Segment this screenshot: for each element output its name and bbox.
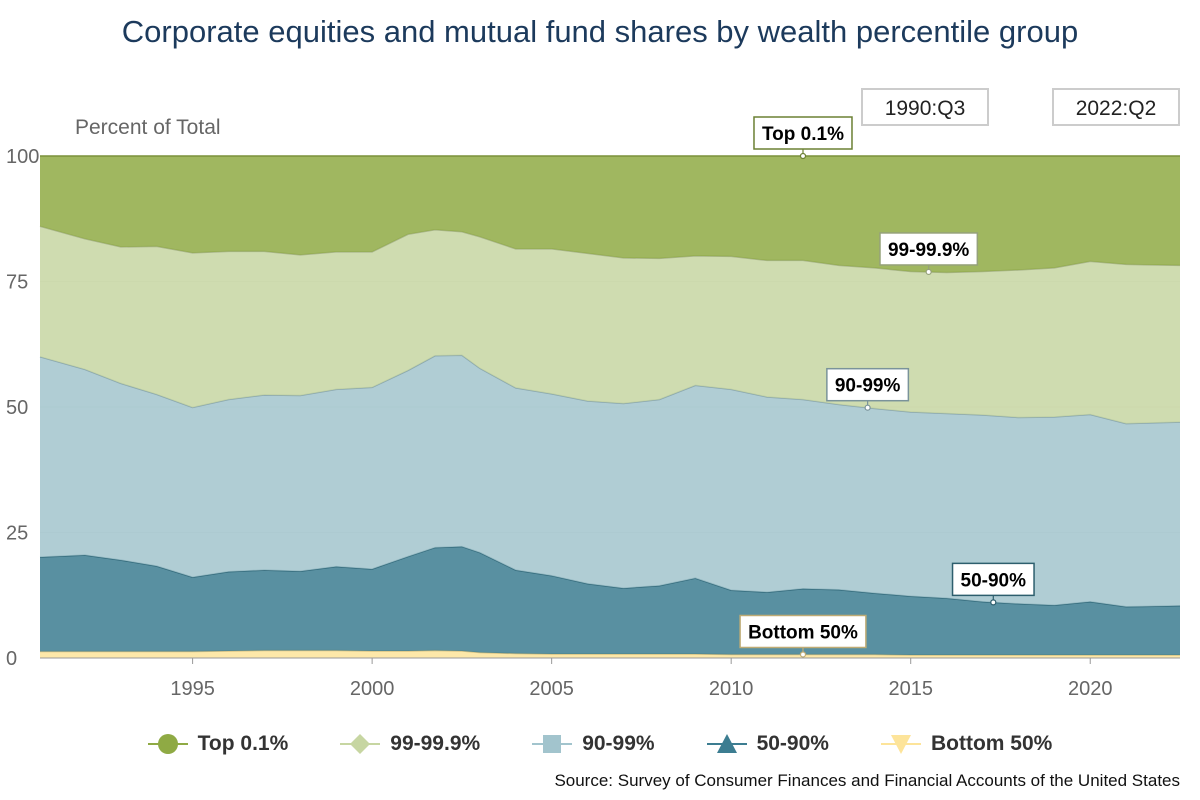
annotation-box xyxy=(753,116,853,150)
legend-item-50-90[interactable]: 50-90% xyxy=(706,732,829,756)
annotation-label: 99-99.9% xyxy=(888,240,969,261)
legend-item-bottom-50[interactable]: Bottom 50% xyxy=(880,732,1053,756)
annotation-point xyxy=(864,404,871,411)
annotation-label: 50-90% xyxy=(961,570,1027,591)
annotation-top-0-1: Top 0.1% xyxy=(753,116,853,160)
axes: 0 25 50 75 100 1995 2000 2005 2010 2015 2020 xyxy=(6,146,1180,700)
annotation-point xyxy=(799,651,807,658)
legend-marker-circle-icon xyxy=(147,734,188,754)
range-end-box[interactable]: 2022:Q2 xyxy=(1052,88,1180,126)
series-annotations: Top 0.1% 99-99.9% 90-99% 50-90% Bottom 50% xyxy=(739,116,1035,658)
x-tick-label: 1995 xyxy=(170,678,215,700)
y-tick-label: 100 xyxy=(6,146,39,168)
legend-marker-triangle-down-icon xyxy=(880,735,921,754)
annotation-point xyxy=(799,152,807,160)
x-tick-label: 2005 xyxy=(529,678,574,700)
annotation-box xyxy=(826,367,910,402)
x-tick-label: 2000 xyxy=(350,678,395,700)
source-note: Source: Survey of Consumer Finances and … xyxy=(554,771,1180,790)
x-tick-label: 2020 xyxy=(1068,678,1113,700)
legend-item-99-99-9[interactable]: 99-99.9% xyxy=(340,732,480,756)
area-90-99[interactable] xyxy=(40,355,1180,607)
legend-label: 90-99% xyxy=(582,732,655,755)
annotation-90-99: 90-99% xyxy=(826,367,910,411)
legend-label: 50-90% xyxy=(756,732,829,755)
area-50-90[interactable] xyxy=(40,546,1180,655)
annotation-bottom-50: Bottom 50% xyxy=(739,614,867,658)
annotation-label: 90-99% xyxy=(835,376,901,397)
chart-title: Corporate equities and mutual fund share… xyxy=(121,14,1079,49)
legend: Top 0.1% 99-99.9% 90-99% 50-90% Bottom 50% xyxy=(0,732,1200,756)
legend-marker-square-icon xyxy=(532,735,573,753)
y-tick-label: 25 xyxy=(6,523,28,545)
annotation-label: Top 0.1% xyxy=(762,124,844,145)
x-tick-label: 2010 xyxy=(709,678,754,700)
legend-label: Bottom 50% xyxy=(930,732,1053,755)
y-tick-label: 0 xyxy=(6,648,17,670)
legend-item-top-0-1[interactable]: Top 0.1% xyxy=(147,732,289,756)
annotation-point xyxy=(925,268,932,276)
y-tick-label: 50 xyxy=(6,397,28,419)
range-start-box[interactable]: 1990:Q3 xyxy=(861,88,989,126)
annotation-99-99-9: 99-99.9% xyxy=(879,232,979,276)
annotation-box xyxy=(879,232,979,266)
legend-label: Top 0.1% xyxy=(197,732,289,755)
stacked-area-chart: 0 25 50 75 100 1995 2000 2005 2010 2015 2020 Top 0… xyxy=(6,116,1181,700)
annotation-box xyxy=(739,614,867,649)
legend-item-90-99[interactable]: 90-99% xyxy=(532,732,655,756)
annotation-label: Bottom 50% xyxy=(748,622,858,643)
legend-marker-triangle-icon xyxy=(706,734,747,753)
annotation-50-90: 50-90% xyxy=(951,562,1035,606)
annotation-point xyxy=(990,599,997,606)
annotation-box xyxy=(951,562,1035,597)
legend-label: 99-99.9% xyxy=(390,732,481,755)
y-axis-title: Percent of Total xyxy=(75,116,221,139)
x-tick-label: 2015 xyxy=(888,678,933,700)
legend-marker-diamond-icon xyxy=(340,734,381,754)
y-tick-label: 75 xyxy=(6,272,28,294)
